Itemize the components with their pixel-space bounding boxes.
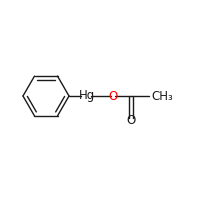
Text: CH₃: CH₃	[151, 90, 173, 102]
Text: O: O	[108, 90, 118, 102]
Text: O: O	[126, 114, 136, 127]
Text: Hg: Hg	[79, 90, 95, 102]
